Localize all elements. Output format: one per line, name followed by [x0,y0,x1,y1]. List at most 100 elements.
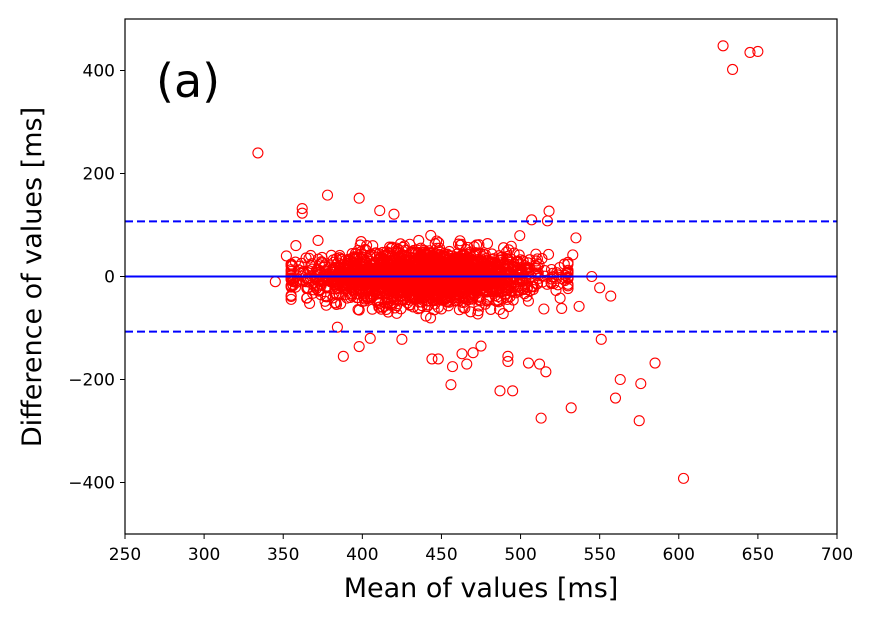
data-point [333,289,345,301]
data-point [421,295,433,307]
data-point [296,207,308,219]
data-point [562,258,574,270]
data-point [744,46,756,59]
data-point [296,202,308,215]
data-point [521,290,533,302]
data-point [520,264,532,276]
data-point [500,263,513,275]
data-point [494,385,506,397]
data-point [285,258,297,270]
data-point [491,295,503,307]
data-point [444,262,456,274]
x-tick-label: 600 [663,545,695,565]
data-point [321,189,334,201]
data-point [436,288,448,300]
data-point [505,280,517,292]
data-point [446,361,459,373]
data-point [533,259,545,271]
data-point [440,259,452,271]
data-point [314,283,326,296]
data-point [533,358,546,370]
data-point [353,340,365,353]
data-point [435,303,447,315]
data-point [285,293,297,305]
data-point [485,303,497,315]
data-point [455,238,468,250]
data-point [385,259,397,272]
data-point [573,300,585,312]
data-point [290,240,302,252]
data-point [436,259,448,271]
data-point [412,279,424,291]
data-point [518,288,531,300]
x-tick-label: 700 [821,545,853,565]
data-point [614,373,626,386]
data-point [532,267,544,279]
data-point [595,333,607,345]
data-point [562,264,574,276]
data-point [512,264,524,276]
data-point [558,258,570,270]
x-tick-label: 450 [425,545,457,565]
data-point [635,378,647,390]
data-point [538,303,550,315]
x-tick-label: 350 [267,545,299,565]
data-point [494,263,507,275]
data-point [301,282,313,294]
y-tick-label: 200 [83,165,115,185]
data-point [570,232,582,244]
data-point [316,257,328,269]
x-tick-label: 550 [583,545,615,565]
x-tick-label: 500 [504,545,536,565]
data-point [324,268,337,280]
data-point [381,293,393,306]
data-point [252,147,264,159]
data-point [479,254,491,267]
data-point [488,257,500,269]
y-tick-label: 0 [104,268,115,288]
data-point [461,358,473,370]
data-point [633,415,645,427]
data-point [355,246,367,258]
y-tick-label: 400 [83,62,115,82]
data-point [469,260,481,272]
data-point [473,300,485,312]
data-point [508,247,520,259]
data-point [535,412,547,424]
data-point [456,250,468,262]
data-point [409,293,421,305]
data-point [411,280,423,292]
data-point [418,254,430,267]
data-point [465,306,477,318]
data-point [359,295,371,307]
data-point [459,255,471,267]
data-point [452,238,465,250]
data-point [367,240,379,252]
data-point [482,293,494,305]
x-tick-label: 250 [109,545,141,565]
data-point [423,245,435,257]
data-point [396,278,408,290]
x-axis-label: Mean of values [ms] [344,573,619,604]
data-point [407,301,419,313]
data-point [459,302,471,314]
data-point [331,321,343,333]
data-point [425,257,437,269]
data-point [467,347,479,359]
data-point [408,247,420,259]
data-point [391,300,403,312]
data-point [437,272,449,284]
data-point [522,357,535,369]
y-tick-label: −400 [68,474,115,494]
data-point [335,298,347,310]
data-point [345,278,357,290]
data-point [293,260,305,272]
data-point [502,355,514,368]
data-point [605,290,617,302]
data-point [491,284,503,296]
y-axis-label: Difference of values [ms] [17,107,48,447]
data-point [594,282,606,294]
data-point [462,241,474,254]
data-point [481,237,494,250]
